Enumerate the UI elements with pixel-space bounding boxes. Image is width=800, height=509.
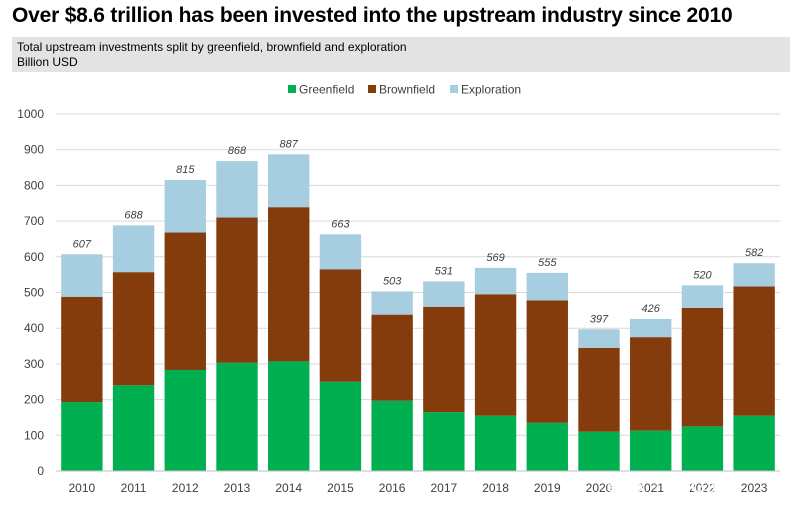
bar-brownfield-2011 [112,272,155,386]
total-label: 555 [538,257,557,269]
total-labels: 607 688 815 868 887 663 503 531 569 555 397 426 520 5… [73,138,764,325]
legend-swatch-exploration [450,85,458,93]
x-tick-label: 2018 [482,481,509,495]
bar-greenfield-2011 [112,385,155,471]
bar-brownfield-2014 [268,207,310,362]
x-tick-label: 2023 [741,481,768,495]
total-label: 607 [73,238,92,250]
bar-brownfield-2018 [474,294,517,416]
chart-subtitle: Total upstream investments split by gree… [17,40,407,54]
bar-exploration-2018 [474,267,517,295]
legend: Greenfield Brownfield Exploration [288,83,521,97]
bar-greenfield-2013 [216,362,258,471]
x-tick-label: 2021 [637,481,664,495]
x-tick-label: 2012 [172,481,199,495]
bar-brownfield-2020 [578,347,620,432]
total-label: 531 [435,265,453,277]
bar-exploration-2011 [112,225,155,273]
x-tick-label: 2022 [689,481,716,495]
total-label: 887 [280,138,299,150]
watermark: 雪球 · OilGas [606,476,729,498]
bar-brownfield-2023 [733,286,775,416]
bar-exploration-2017 [423,281,465,307]
bar-exploration-2014 [268,154,310,208]
y-tick-label: 800 [24,178,44,192]
x-tick-label: 2019 [534,481,561,495]
y-tick-label: 700 [24,214,44,228]
bar-greenfield-2012 [164,369,206,471]
y-tick-label: 100 [24,428,44,442]
bar-greenfield-2017 [423,412,465,471]
bar-exploration-2019 [526,272,568,301]
legend-swatch-brownfield [368,85,376,93]
legend-label-greenfield: Greenfield [299,83,354,97]
bar-greenfield-2010 [61,402,103,471]
total-label: 815 [176,164,195,176]
bar-exploration-2016 [371,291,413,315]
total-label: 663 [331,218,350,230]
bar-brownfield-2022 [681,307,724,427]
x-axis: 2010 2011 2012 2013 2014 2015 2016 2017 2018 2019… [56,470,780,495]
chart-title: Over $8.6 trillion has been invested int… [12,4,733,27]
bar-exploration-2013 [216,161,258,218]
bar-brownfield-2010 [61,296,103,403]
bar-greenfield-2016 [371,400,413,471]
y-axis: 0 100 200 300 400 500 600 700 800 900 1000 [17,107,44,478]
legend-label-exploration: Exploration [461,83,521,97]
bar-exploration-2015 [319,234,362,270]
y-tick-label: 600 [24,250,44,264]
x-tick-label: 2016 [379,481,406,495]
bar-brownfield-2021 [630,337,672,431]
y-tick-label: 300 [24,357,44,371]
bar-exploration-2023 [733,263,775,287]
bar-brownfield-2016 [371,314,413,401]
total-label: 520 [693,269,712,281]
bar-brownfield-2019 [526,300,568,423]
bar-greenfield-2018 [474,415,517,471]
bar-greenfield-2021 [630,430,672,471]
subtitle-band: Total upstream investments split by gree… [12,37,790,72]
bar-brownfield-2013 [216,217,258,363]
total-label: 569 [486,252,504,264]
total-label: 426 [642,303,661,315]
y-tick-label: 1000 [17,107,44,121]
x-tick-label: 2020 [586,481,613,495]
bar-greenfield-2023 [733,415,775,471]
x-tick-label: 2013 [224,481,251,495]
bar-exploration-2021 [630,318,672,338]
total-label: 868 [228,145,247,157]
unit-label: Billion USD [17,55,78,69]
legend-swatch-greenfield [288,85,296,93]
bar-exploration-2010 [61,254,103,297]
total-label: 582 [745,247,763,259]
y-tick-label: 400 [24,321,44,335]
x-tick-label: 2011 [121,481,147,495]
bar-greenfield-2022 [681,426,724,471]
bar-brownfield-2017 [423,306,465,413]
y-tick-label: 900 [24,143,44,157]
bar-greenfield-2014 [268,361,310,471]
bar-exploration-2020 [578,329,620,348]
x-tick-label: 2017 [431,481,458,495]
x-tick-label: 2010 [69,481,96,495]
bar-brownfield-2015 [319,269,362,382]
bar-exploration-2012 [164,180,206,233]
bar-greenfield-2019 [526,422,568,471]
bar-greenfield-2020 [578,431,620,471]
y-tick-label: 500 [24,286,44,300]
x-tick-label: 2015 [327,481,354,495]
total-label: 503 [383,275,402,287]
total-label: 397 [590,313,609,325]
y-tick-label: 0 [37,464,44,478]
total-label: 688 [124,209,143,221]
bar-brownfield-2012 [164,232,206,370]
bar-exploration-2022 [681,285,724,308]
bar-greenfield-2015 [319,381,362,471]
legend-label-brownfield: Brownfield [379,83,435,97]
x-tick-label: 2014 [275,481,302,495]
bars [61,154,775,471]
y-tick-label: 200 [24,393,44,407]
